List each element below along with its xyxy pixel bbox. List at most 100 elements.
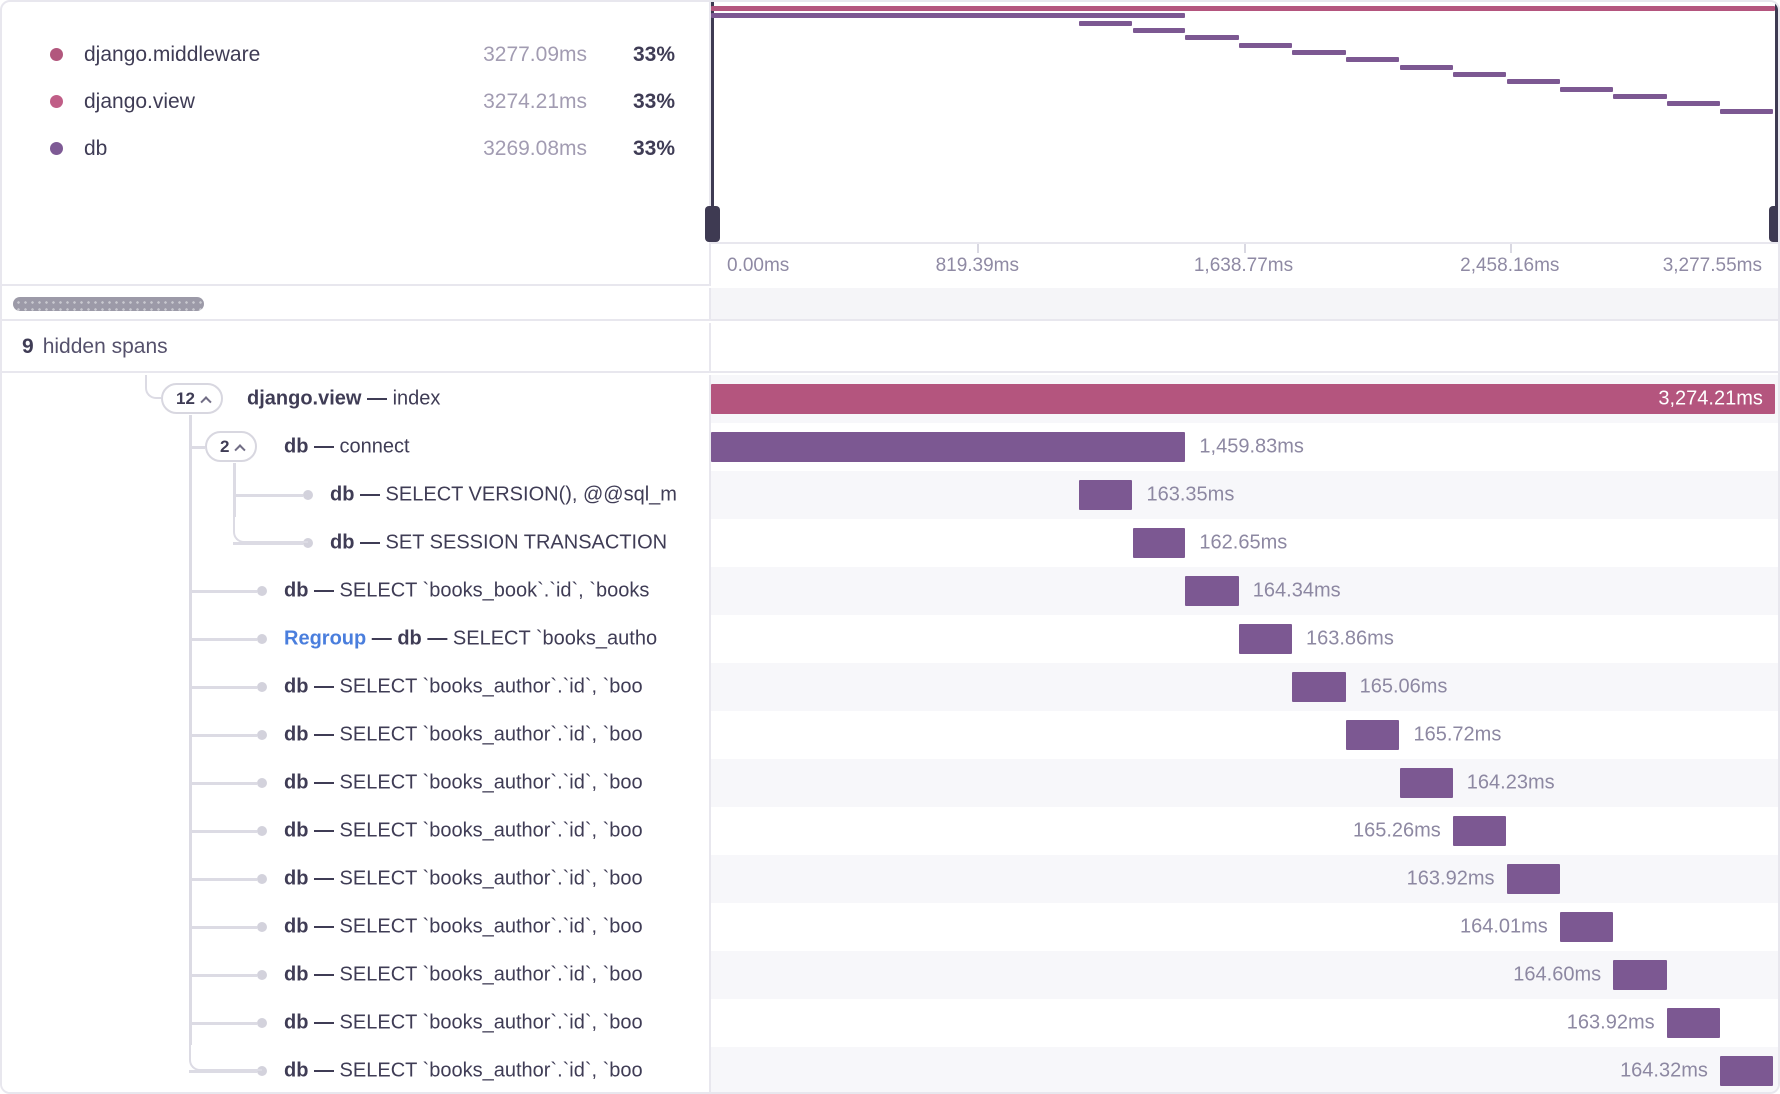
trace-header: django.middleware 3277.09ms 33% django.view… xyxy=(2,2,1778,286)
minimap-span-bar xyxy=(1079,20,1133,26)
span-detail-text: SELECT `books_book`.`id`, `books xyxy=(339,579,650,602)
span-row-timeline-cell: 163.35ms xyxy=(711,471,1778,519)
span-operation-name: db — xyxy=(330,483,386,506)
span-duration-bar[interactable]: 3,274.21ms xyxy=(711,384,1775,414)
span-title: db — SELECT `books_author`.`id`, `boo xyxy=(284,868,643,891)
collapse-badge-count: 2 xyxy=(220,436,230,456)
span-title: db — SELECT `books_author`.`id`, `boo xyxy=(284,820,643,843)
span-title: db — SELECT `books_author`.`id`, `boo xyxy=(284,1060,643,1083)
span-duration-bar[interactable] xyxy=(1506,864,1560,894)
span-row[interactable]: db — SELECT `books_author`.`id`, `boo 164… xyxy=(2,903,1778,951)
span-duration-label: 164.01ms xyxy=(1459,915,1548,938)
span-duration-bar[interactable] xyxy=(1613,960,1667,990)
span-operation-name: db — xyxy=(284,723,340,746)
minimap-plot[interactable] xyxy=(705,2,1778,244)
collapse-badge[interactable]: 2 xyxy=(205,431,258,462)
minimap-right-drag-handle[interactable] xyxy=(1769,206,1778,242)
span-waterfall-list: 12 django.view — index 3,274.21ms 2 db — con… xyxy=(2,375,1778,1092)
span-row-timeline-cell: 164.01ms xyxy=(711,903,1778,951)
span-leaf-dot xyxy=(257,1066,267,1076)
span-duration-bar[interactable] xyxy=(1132,528,1186,558)
span-duration-bar[interactable] xyxy=(1079,480,1133,510)
span-title: db — SELECT `books_author`.`id`, `boo xyxy=(284,964,643,987)
span-leaf-dot xyxy=(257,682,267,692)
span-detail-text: SELECT `books_author`.`id`, `boo xyxy=(339,1011,643,1034)
span-leaf-dot xyxy=(257,634,267,644)
span-row[interactable]: db — SELECT `books_author`.`id`, `boo 163… xyxy=(2,999,1778,1047)
span-duration-bar[interactable] xyxy=(1292,672,1346,702)
span-duration-bar[interactable] xyxy=(1238,624,1292,654)
span-detail-text: SELECT `books_author`.`id`, `boo xyxy=(339,723,643,746)
span-row[interactable]: db — SELECT `books_author`.`id`, `boo 165… xyxy=(2,663,1778,711)
span-operation-name: django.view — xyxy=(247,387,393,410)
span-duration-bar[interactable] xyxy=(1452,816,1507,846)
span-row[interactable]: db — SELECT VERSION(), @@sql_m 163.35ms xyxy=(2,471,1778,519)
span-detail-text: SELECT `books_autho xyxy=(452,627,658,650)
span-leaf-dot xyxy=(303,538,313,548)
hidden-spans-row[interactable]: 9 hidden spans xyxy=(2,323,711,371)
span-operation-name: db — xyxy=(284,771,340,794)
legend-item-db[interactable]: db 3269.08ms 33% xyxy=(50,125,675,172)
span-duration-bar[interactable] xyxy=(1399,768,1453,798)
span-row[interactable]: 2 db — connect 1,459.83ms xyxy=(2,423,1778,471)
span-row[interactable]: 12 django.view — index 3,274.21ms xyxy=(2,375,1778,423)
span-duration-bar[interactable] xyxy=(1559,912,1614,942)
legend-span-percent: 33% xyxy=(632,136,675,160)
span-leaf-dot xyxy=(257,778,267,788)
span-duration-bar[interactable] xyxy=(1666,1008,1720,1038)
scrollbar-strip-right xyxy=(711,288,1778,319)
span-row-label-cell: db — SELECT `books_author`.`id`, `boo xyxy=(2,807,711,855)
minimap-span-bar xyxy=(1666,101,1720,107)
legend-item-django.middleware[interactable]: django.middleware 3277.09ms 33% xyxy=(50,31,675,78)
span-duration-bar[interactable] xyxy=(1345,720,1400,750)
scrollbar-thumb[interactable] xyxy=(13,297,204,311)
minimap-left-drag-handle[interactable] xyxy=(705,206,720,242)
span-row[interactable]: db — SELECT `books_author`.`id`, `boo 164… xyxy=(2,759,1778,807)
span-row[interactable]: db — SELECT `books_author`.`id`, `boo 165… xyxy=(2,711,1778,759)
timeline-axis: 0.00ms 819.39ms 1,638.77ms 2,458.16ms 3,277.… xyxy=(711,244,1778,286)
span-title: db — SELECT `books_author`.`id`, `boo xyxy=(284,1012,643,1035)
span-duration-label: 165.72ms xyxy=(1413,723,1502,746)
span-row-label-cell: db — SELECT `books_author`.`id`, `boo xyxy=(2,663,711,711)
span-row[interactable]: db — SELECT `books_author`.`id`, `boo 164… xyxy=(2,951,1778,999)
span-leaf-dot xyxy=(257,826,267,836)
legend-span-time: 3274.21ms xyxy=(483,89,587,113)
span-leaf-dot xyxy=(257,922,267,932)
span-leaf-dot xyxy=(257,586,267,596)
span-row[interactable]: db — SET SESSION TRANSACTION 162.65ms xyxy=(2,519,1778,567)
span-row[interactable]: db — SELECT `books_author`.`id`, `boo 163… xyxy=(2,855,1778,903)
span-duration-label: 164.34ms xyxy=(1252,579,1341,602)
span-row-timeline-cell: 164.23ms xyxy=(711,759,1778,807)
span-row[interactable]: db — SELECT `books_book`.`id`, `books 164… xyxy=(2,567,1778,615)
span-row-label-cell: db — SELECT `books_author`.`id`, `boo xyxy=(2,951,711,999)
span-title: db — SELECT `books_author`.`id`, `boo xyxy=(284,724,643,747)
span-duration-bar[interactable] xyxy=(711,432,1186,462)
span-prefix-label: Regroup xyxy=(284,627,367,650)
span-row[interactable]: Regroup — db — SELECT `books_autho 163.86… xyxy=(2,615,1778,663)
span-operation-name: db — xyxy=(330,531,386,554)
span-duration-label: 163.92ms xyxy=(1406,867,1495,890)
span-row[interactable]: db — SELECT `books_author`.`id`, `boo 164… xyxy=(2,1047,1778,1092)
span-duration-bar[interactable] xyxy=(1185,576,1239,606)
tree-branch-line xyxy=(233,494,303,497)
span-detail-text: SELECT `books_author`.`id`, `boo xyxy=(339,771,643,794)
span-row-label-cell: Regroup — db — SELECT `books_autho xyxy=(2,615,711,663)
legend-item-django.view[interactable]: django.view 3274.21ms 33% xyxy=(50,78,675,125)
span-duration-label: 3,274.21ms xyxy=(1658,387,1763,410)
span-title: db — SELECT `books_author`.`id`, `boo xyxy=(284,916,643,939)
span-duration-bar[interactable] xyxy=(1719,1056,1774,1086)
span-row[interactable]: db — SELECT `books_author`.`id`, `boo 165… xyxy=(2,807,1778,855)
collapse-badge[interactable]: 12 xyxy=(161,383,223,414)
tree-branch-line xyxy=(189,686,257,689)
legend-color-dot xyxy=(50,142,63,155)
axis-tick-label: 1,638.77ms xyxy=(1193,255,1294,276)
span-row-timeline-cell: 164.60ms xyxy=(711,951,1778,999)
minimap-span-bar xyxy=(1292,50,1346,55)
span-row-timeline-cell: 164.32ms xyxy=(711,1047,1778,1092)
span-operation-name: db — xyxy=(284,915,340,938)
span-title: db — SELECT `books_book`.`id`, `books xyxy=(284,580,649,603)
span-duration-label: 164.60ms xyxy=(1513,963,1602,986)
span-detail-text: SELECT `books_author`.`id`, `boo xyxy=(339,675,643,698)
